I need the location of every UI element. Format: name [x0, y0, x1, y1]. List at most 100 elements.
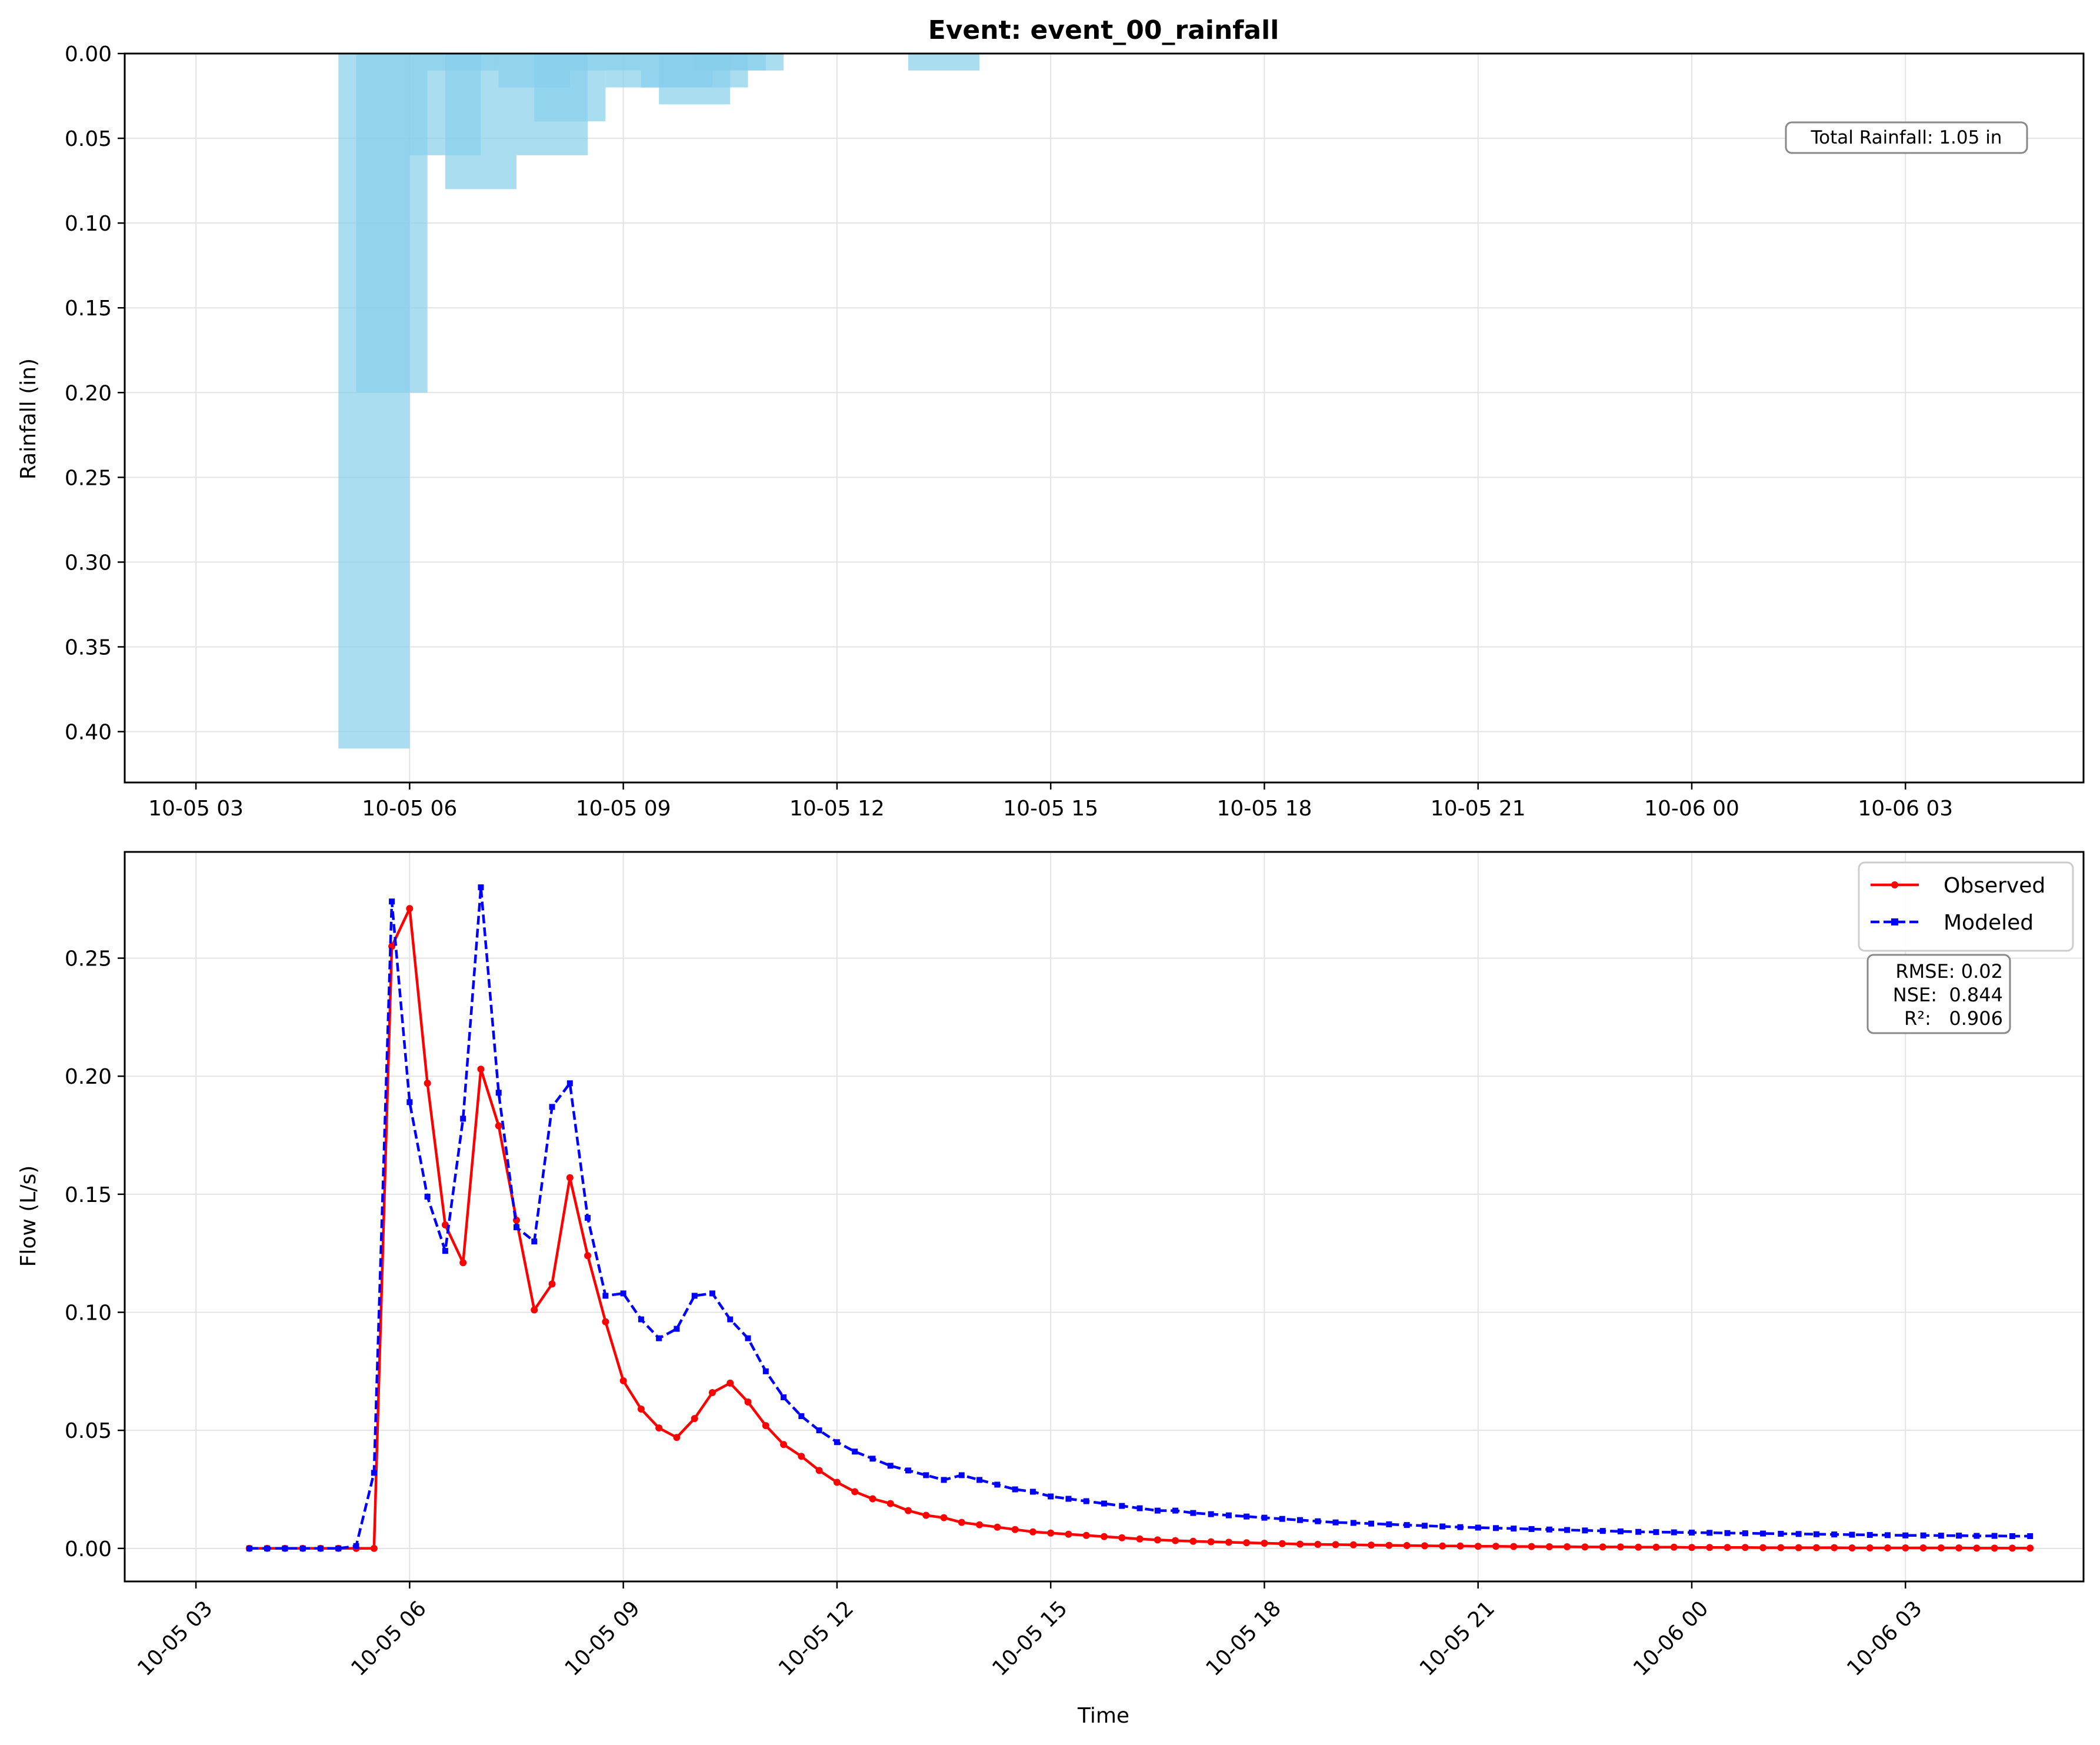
modeled-point-54 — [1208, 1511, 1214, 1517]
modeled-point-100 — [2027, 1533, 2034, 1539]
flow-ytick-label-3: 0.15 — [65, 1183, 112, 1207]
observed-point-35 — [869, 1495, 876, 1503]
observed-point-86 — [1777, 1544, 1785, 1551]
modeled-point-75 — [1582, 1527, 1588, 1534]
rainfall-ytick-label-2: 0.10 — [65, 212, 112, 236]
observed-point-27 — [726, 1379, 734, 1387]
modeled-point-88 — [1813, 1531, 1819, 1537]
modeled-point-57 — [1261, 1514, 1268, 1521]
observed-point-63 — [1368, 1541, 1375, 1549]
modeled-point-93 — [1902, 1532, 1909, 1538]
rainfall-y-ticks: 0.00 0.05 0.10 0.15 0.20 0.25 0.30 0.35 0.40 — [65, 42, 125, 745]
modeled-point-29 — [762, 1368, 769, 1374]
total-rainfall-box — [1785, 121, 2028, 154]
rainfall-xtick-label-1: 10-05 06 — [362, 797, 457, 821]
observed-point-67 — [1439, 1542, 1446, 1550]
observed-point-36 — [886, 1500, 894, 1507]
observed-point-52 — [1172, 1537, 1179, 1544]
rainfall-ytick-label-3: 0.15 — [65, 297, 112, 321]
modeled-point-28 — [745, 1335, 751, 1341]
observed-point-70 — [1492, 1543, 1499, 1550]
modeled-point-80 — [1671, 1529, 1677, 1536]
total-rainfall-text: Total Rainfall: 1.05 in — [1811, 127, 2002, 148]
observed-point-33 — [833, 1478, 841, 1486]
flow-ytick-label-4: 0.20 — [65, 1065, 112, 1089]
modeled-point-42 — [994, 1481, 1001, 1488]
observed-point-48 — [1101, 1533, 1108, 1540]
observed-point-78 — [1635, 1543, 1642, 1551]
observed-point-99 — [2008, 1544, 2016, 1552]
modeled-point-20 — [602, 1293, 609, 1299]
observed-point-50 — [1136, 1535, 1144, 1543]
observed-point-85 — [1759, 1544, 1767, 1551]
modeled-point-79 — [1653, 1529, 1659, 1536]
observed-point-34 — [851, 1488, 859, 1496]
flow-series — [245, 884, 2034, 1552]
modeled-point-71 — [1511, 1526, 1517, 1532]
modeled-point-58 — [1279, 1516, 1285, 1522]
observed-point-28 — [744, 1398, 752, 1406]
observed-point-76 — [1599, 1543, 1606, 1551]
observed-point-66 — [1421, 1542, 1428, 1550]
modeled-point-26 — [709, 1290, 715, 1297]
modeled-point-85 — [1760, 1530, 1766, 1537]
fit-stats-rmse: RMSE: 0.02 — [1895, 960, 2003, 983]
observed-point-17 — [548, 1280, 556, 1288]
rainfall-xtick-label-3: 10-05 12 — [789, 797, 885, 821]
modeled-point-66 — [1421, 1523, 1428, 1529]
observed-point-37 — [905, 1507, 912, 1514]
observed-point-73 — [1545, 1543, 1553, 1551]
flow-ytick-label-0: 0.00 — [65, 1537, 112, 1561]
observed-point-14 — [495, 1122, 502, 1130]
modeled-point-84 — [1742, 1530, 1748, 1537]
observed-point-40 — [958, 1518, 965, 1526]
rainfall-xtick-label-4: 10-05 15 — [1003, 797, 1098, 821]
modeled-point-65 — [1404, 1522, 1410, 1528]
modeled-point-86 — [1778, 1530, 1784, 1537]
modeled-point-92 — [1885, 1532, 1891, 1538]
modeled-point-16 — [531, 1238, 538, 1245]
observed-point-97 — [1973, 1544, 1981, 1552]
modeled-point-46 — [1065, 1496, 1072, 1502]
modeled-point-3 — [299, 1545, 306, 1551]
observed-point-54 — [1207, 1538, 1215, 1546]
observed-point-69 — [1474, 1543, 1482, 1550]
modeled-point-48 — [1101, 1500, 1107, 1507]
legend-observed-marker — [1891, 881, 1898, 888]
modeled-point-30 — [781, 1394, 787, 1400]
observed-point-65 — [1403, 1542, 1411, 1550]
modeled-point-43 — [1012, 1486, 1018, 1493]
modeled-point-40 — [958, 1472, 965, 1478]
modeled-point-81 — [1689, 1529, 1695, 1536]
modeled-point-2 — [282, 1545, 288, 1551]
modeled-point-69 — [1475, 1524, 1481, 1531]
rainfall-xtick-label-5: 10-05 18 — [1217, 797, 1312, 821]
modeled-point-62 — [1350, 1520, 1356, 1526]
observed-point-51 — [1154, 1536, 1161, 1544]
observed-point-45 — [1047, 1529, 1055, 1537]
observed-point-100 — [2026, 1544, 2034, 1552]
modeled-point-4 — [318, 1545, 324, 1551]
observed-point-44 — [1029, 1528, 1036, 1536]
observed-point-89 — [1831, 1544, 1838, 1551]
modeled-point-45 — [1048, 1493, 1054, 1500]
rainfall-ytick-label-7: 0.35 — [65, 635, 112, 660]
observed-point-24 — [673, 1434, 681, 1441]
observed-point-11 — [441, 1221, 449, 1229]
observed-point-20 — [602, 1318, 609, 1326]
modeled-point-82 — [1706, 1530, 1713, 1536]
observed-point-64 — [1385, 1541, 1393, 1549]
modeled-point-24 — [674, 1326, 680, 1332]
legend-modeled-marker — [1891, 918, 1898, 925]
modeled-point-37 — [905, 1467, 911, 1474]
rainfall-plot-frame — [124, 52, 2085, 784]
flow-ytick-label-1: 0.05 — [65, 1419, 112, 1443]
observed-point-19 — [584, 1252, 592, 1260]
modeled-point-56 — [1244, 1513, 1250, 1520]
observed-point-47 — [1082, 1531, 1090, 1539]
observed-point-88 — [1812, 1544, 1820, 1551]
observed-point-21 — [619, 1377, 627, 1384]
rainfall-bar-15 — [908, 54, 980, 71]
modeled-point-7 — [371, 1470, 377, 1476]
